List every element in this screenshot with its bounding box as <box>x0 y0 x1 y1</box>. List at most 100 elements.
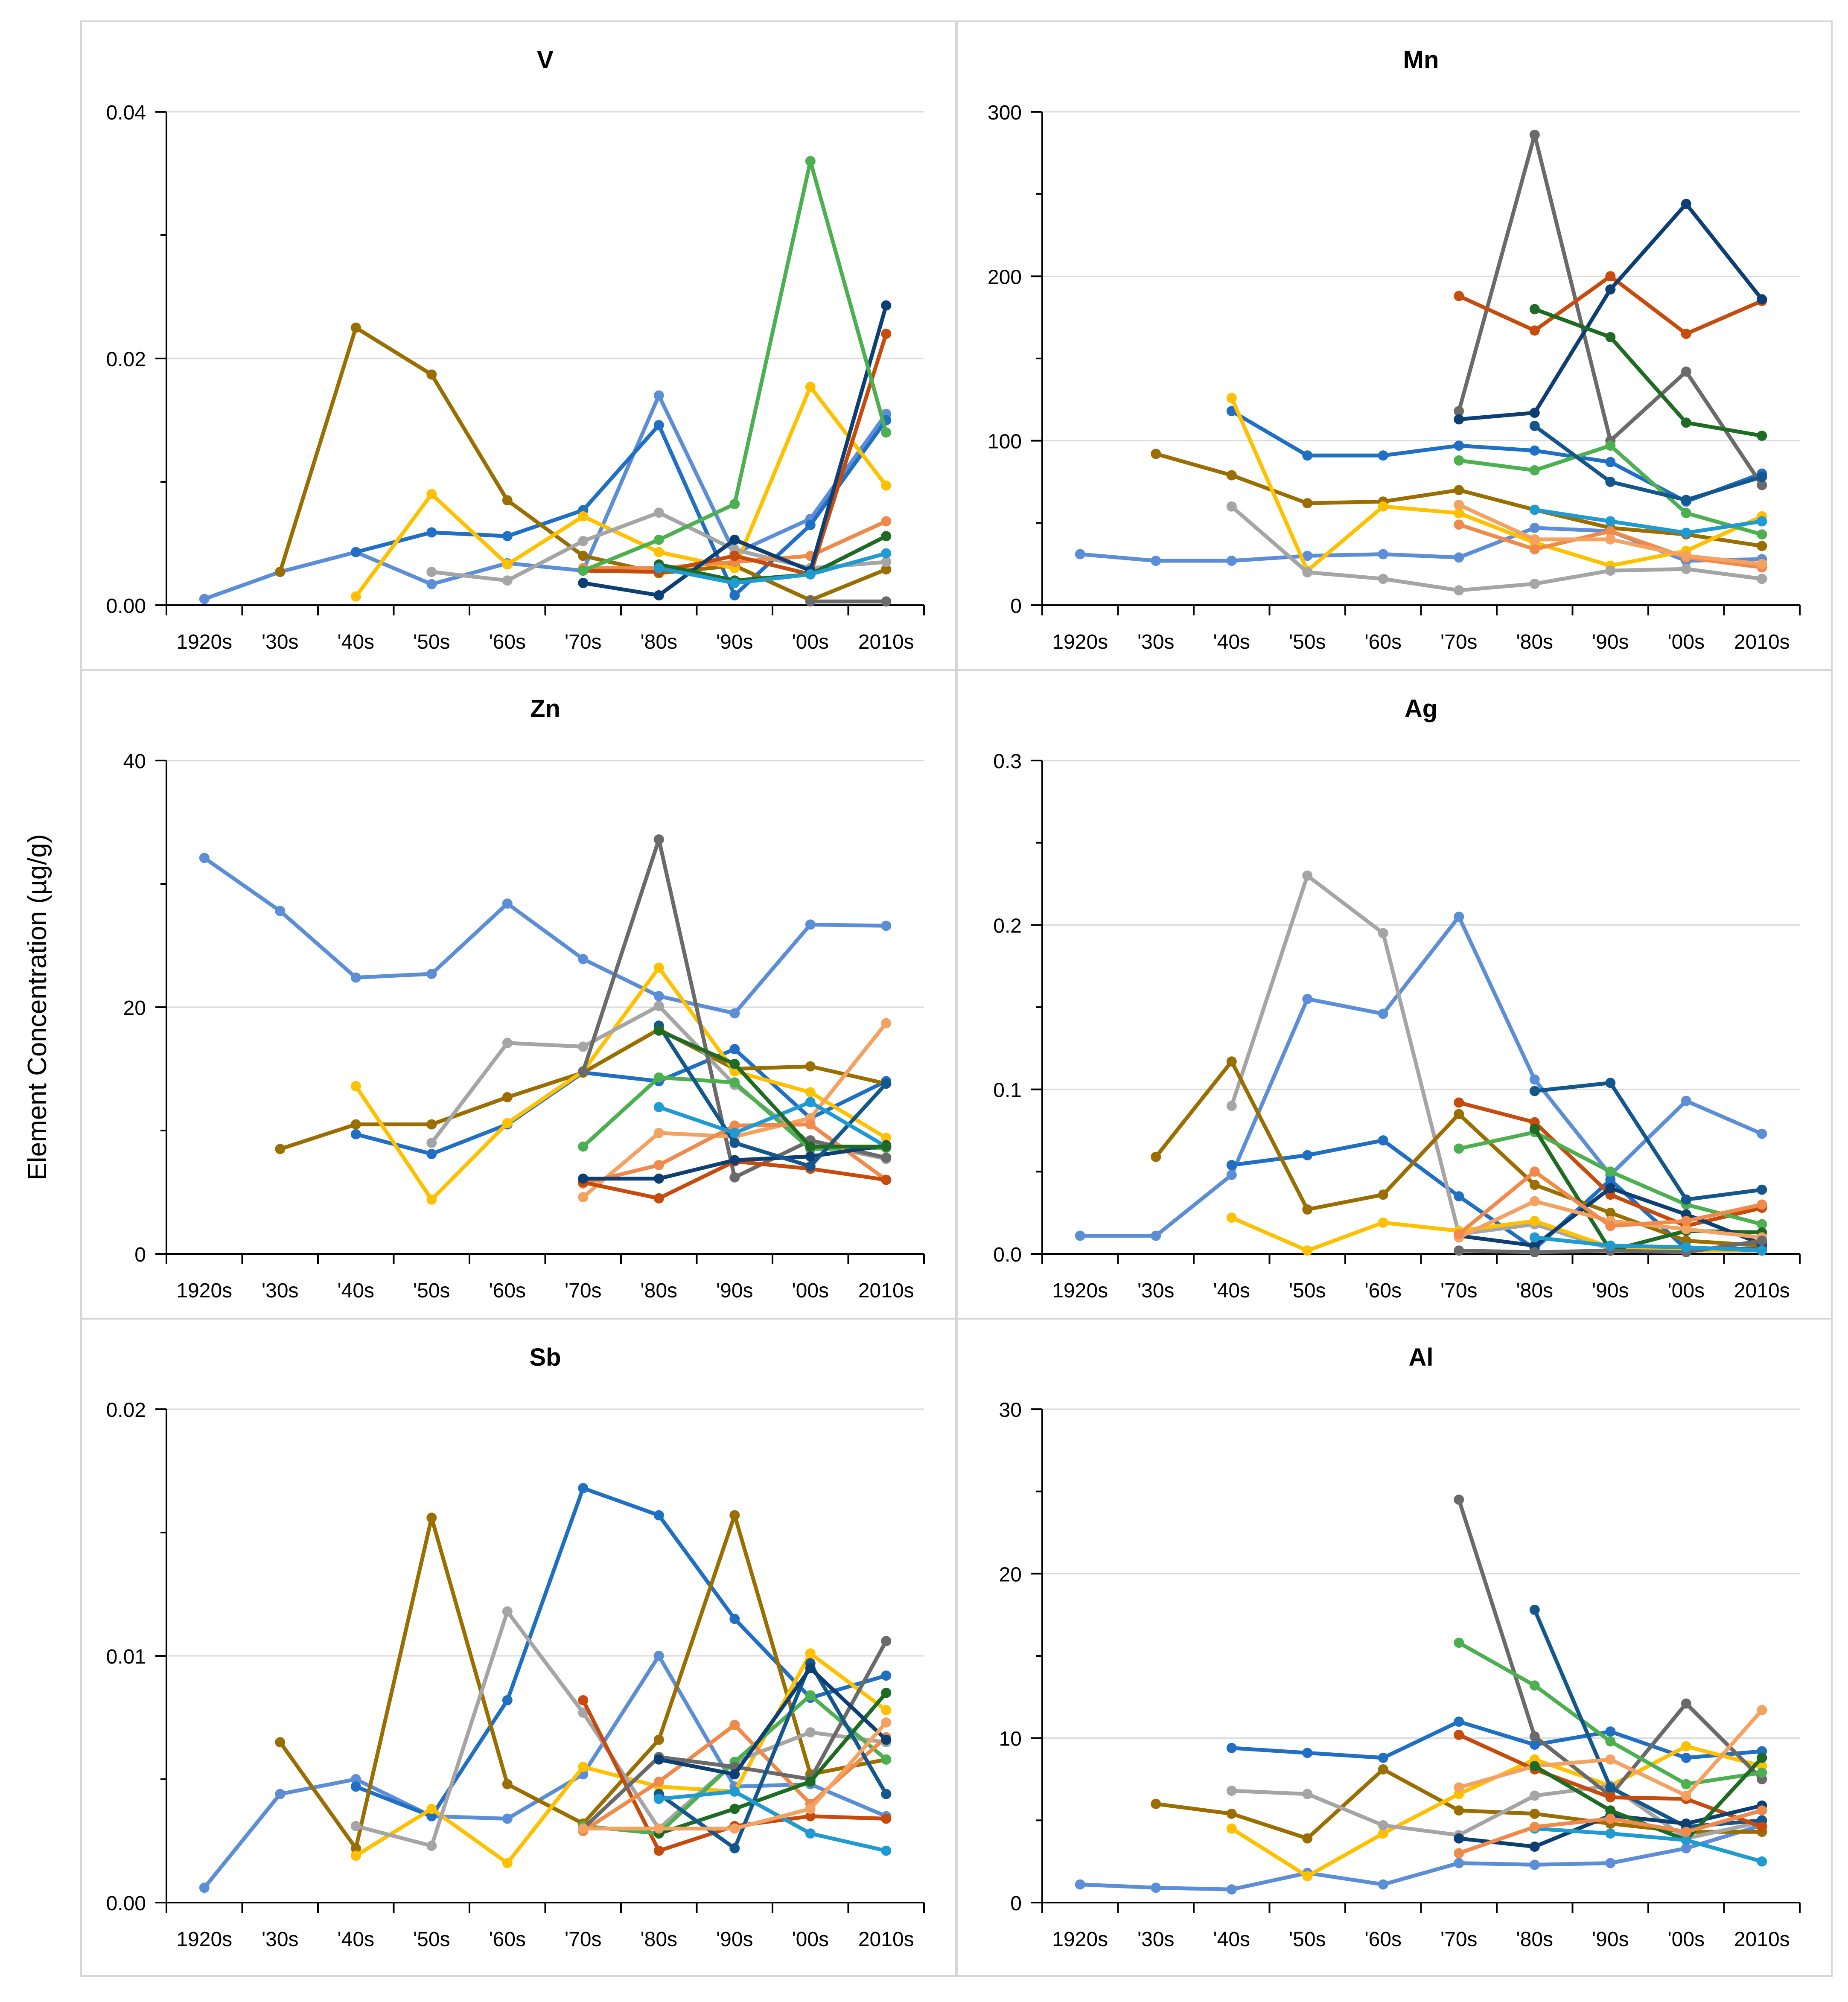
series-al-s7 <box>1454 1638 1767 1789</box>
data-point-mn <box>1529 421 1540 431</box>
data-point-ag <box>1378 928 1388 938</box>
data-point-zn <box>275 906 286 916</box>
data-point-zn <box>350 972 361 983</box>
panel-mn: Mn 0 100 200 300 1920s '30s '40s '50s '60s '70s '80… <box>956 20 1833 671</box>
data-point-mn <box>1605 516 1616 527</box>
data-point-sb <box>350 1774 361 1784</box>
data-point-al <box>1757 1821 1767 1832</box>
data-point-zn <box>805 1151 816 1162</box>
x-tick-label-sb: '40s <box>337 1928 374 1951</box>
data-point-zn <box>350 1119 361 1130</box>
data-point-mn <box>1151 449 1161 459</box>
data-point-mn <box>1757 529 1767 540</box>
data-point-mn <box>1529 578 1540 589</box>
data-point-mn <box>1681 329 1691 339</box>
series-sb-s13 <box>653 1786 892 1856</box>
x-tick-label-sb: 2010s <box>858 1928 914 1951</box>
y-tick-label-ag: 0.1 <box>993 1079 1022 1102</box>
data-point-sb <box>805 1828 816 1839</box>
series-ag-s12 <box>1454 1166 1767 1239</box>
data-point-sb <box>881 1754 892 1765</box>
data-point-al <box>1605 1726 1616 1737</box>
data-point-zn <box>199 853 210 863</box>
data-point-zn <box>729 1128 740 1138</box>
data-point-al <box>1226 1823 1237 1834</box>
series-line-v-s4 <box>354 385 888 599</box>
data-point-sb <box>805 1811 816 1821</box>
series-v-s4 <box>350 382 892 602</box>
data-point-zn <box>653 1193 664 1204</box>
data-point-sb <box>805 1648 816 1659</box>
data-point-mn <box>1454 519 1464 530</box>
data-point-zn <box>578 1066 589 1077</box>
data-point-zn <box>653 1001 664 1011</box>
data-point-zn <box>881 1078 892 1089</box>
data-point-al <box>1226 1743 1237 1753</box>
data-point-ag <box>1226 1160 1237 1170</box>
data-point-mn <box>1302 567 1313 577</box>
data-point-sb <box>350 1843 361 1853</box>
data-point-mn <box>1454 508 1464 519</box>
figure-ylabel: Element Concentration (µg/g) <box>23 834 52 1180</box>
data-point-mn <box>1454 440 1464 451</box>
x-tick-label-sb: '00s <box>792 1928 829 1951</box>
data-point-al <box>1757 1705 1767 1716</box>
data-point-zn <box>426 969 437 979</box>
data-point-al <box>1454 1782 1464 1793</box>
x-tick-label-v: '60s <box>489 631 526 653</box>
data-point-mn <box>1454 455 1464 466</box>
data-point-zn <box>805 1087 816 1098</box>
x-tick-label-al: '80s <box>1516 1928 1553 1951</box>
data-point-ag <box>1302 1204 1313 1215</box>
series-sb-s14 <box>578 1717 892 1834</box>
data-point-sb <box>426 1512 437 1523</box>
y-tick-label-mn: 100 <box>988 431 1022 453</box>
data-point-zn <box>426 1148 437 1159</box>
data-point-sb <box>729 1823 740 1834</box>
series-al-s14 <box>1454 1805 1767 1859</box>
data-point-zn <box>881 1018 892 1029</box>
x-tick-label-al: 2010s <box>1734 1928 1790 1951</box>
data-point-ag <box>1454 1245 1464 1256</box>
data-point-ag <box>1529 1074 1540 1085</box>
data-point-al <box>1378 1828 1388 1839</box>
data-point-ag <box>1757 1128 1767 1139</box>
data-point-al <box>1529 1790 1540 1801</box>
data-point-al <box>1681 1752 1691 1763</box>
data-point-sb <box>502 1779 513 1789</box>
data-point-ag <box>1529 1124 1540 1134</box>
data-point-zn <box>881 1174 892 1185</box>
data-point-mn <box>1151 556 1161 566</box>
data-point-sb <box>653 1776 664 1787</box>
data-point-v <box>350 547 361 557</box>
series-v-s11 <box>805 596 892 607</box>
data-point-al <box>1757 1856 1767 1867</box>
x-tick-label-sb: '50s <box>413 1928 450 1951</box>
data-point-ag <box>1454 1229 1464 1239</box>
series-mn-s13 <box>1454 499 1767 569</box>
data-point-ag <box>1529 1086 1540 1096</box>
data-point-v <box>653 390 664 401</box>
data-point-al <box>1454 1833 1464 1844</box>
data-point-al <box>1605 1858 1616 1868</box>
data-point-v <box>729 551 740 561</box>
data-point-v <box>502 559 513 570</box>
data-point-al <box>1605 1754 1616 1765</box>
data-point-mn <box>1681 564 1691 574</box>
panel-v: V 0.00 0.02 0.04 1920s '30s '40s '50s '60s '70s '8… <box>80 20 957 671</box>
data-point-zn <box>805 1061 816 1072</box>
data-point-al <box>1529 1740 1540 1750</box>
data-point-zn <box>426 1119 437 1130</box>
data-point-zn <box>729 1008 740 1019</box>
data-point-zn <box>502 1118 513 1128</box>
data-point-al <box>1151 1798 1161 1809</box>
y-tick-label-sb: 0.01 <box>106 1646 146 1668</box>
data-point-mn <box>1226 501 1237 512</box>
data-point-v <box>653 590 664 600</box>
x-tick-label-mn: '80s <box>1516 631 1553 653</box>
data-point-ag <box>1605 1183 1616 1193</box>
x-tick-label-v: '00s <box>792 631 829 653</box>
x-tick-label-zn: '70s <box>565 1279 602 1302</box>
data-point-ag <box>1757 1245 1767 1256</box>
data-point-zn <box>729 1077 740 1088</box>
